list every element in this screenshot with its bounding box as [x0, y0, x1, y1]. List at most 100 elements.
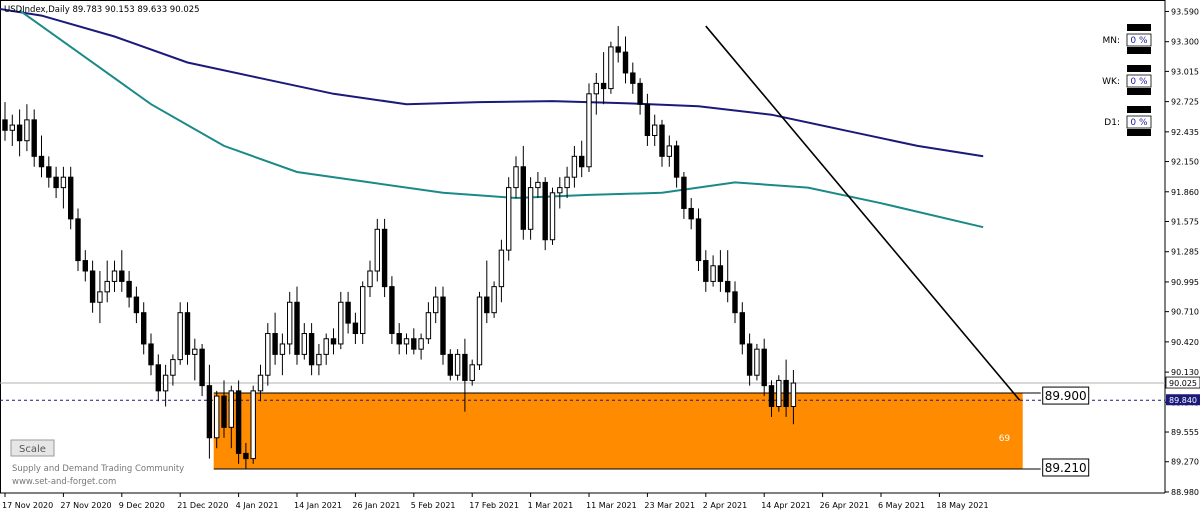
candle [199, 348, 205, 387]
y-tick-label: 93.590 [1171, 7, 1199, 16]
watermark-text: www.set-and-forget.com [12, 477, 116, 487]
candle [462, 353, 468, 381]
timeframe-box [1126, 115, 1152, 129]
candle [31, 119, 37, 157]
candle [89, 270, 96, 303]
timeframe-box [1126, 33, 1152, 47]
y-tick-label: 93.300 [1171, 38, 1199, 47]
candle [104, 280, 110, 293]
timeframe-bar-top [1127, 24, 1151, 31]
x-tick-label: 18 May 2021 [936, 501, 988, 510]
timeframe-value: 0 % [1130, 77, 1148, 87]
timeframe-box [1126, 74, 1152, 88]
candle [221, 395, 227, 428]
candle [783, 379, 789, 407]
candle [2, 119, 8, 131]
candle [177, 312, 183, 361]
current-price-label: 90.025 [1169, 379, 1197, 388]
moving-average-line-2 [19, 9, 984, 229]
candle [170, 359, 176, 376]
candle [557, 187, 563, 194]
price-label: 89.900 [1045, 389, 1087, 403]
x-tick-label: 9 Dec 2020 [119, 501, 165, 510]
x-tick-label: 5 Feb 2021 [411, 501, 456, 510]
y-tick-label: 91.285 [1171, 248, 1199, 257]
scale-button[interactable] [10, 439, 55, 457]
candle [24, 119, 30, 142]
candle [206, 385, 213, 439]
candle [498, 249, 505, 288]
y-tick-label: 91.860 [1171, 188, 1199, 197]
candle [535, 181, 541, 189]
dashed-level-tag [1166, 394, 1200, 406]
y-tick-label: 92.435 [1171, 128, 1199, 137]
timeframe-value: 0 % [1130, 36, 1148, 46]
candle [141, 312, 147, 345]
candle [739, 312, 745, 345]
candle [38, 155, 45, 168]
timeframe-label: MN: [1102, 36, 1120, 46]
candle [688, 207, 694, 220]
candle [520, 166, 526, 230]
supply-demand-zone [213, 392, 1023, 470]
candle [484, 296, 490, 314]
candle [162, 374, 169, 392]
candle [53, 176, 59, 189]
candle [16, 124, 23, 142]
candle [761, 348, 767, 387]
x-tick-label: 1 Mar 2021 [528, 501, 574, 510]
candle [257, 374, 264, 392]
x-tick-label: 6 May 2021 [878, 501, 925, 510]
candle [433, 296, 439, 314]
candle [68, 176, 74, 220]
price-axis-area [1165, 0, 1200, 515]
candle [673, 145, 680, 178]
candle [82, 260, 88, 272]
timeframe-label: WK: [1102, 77, 1120, 87]
candle [389, 286, 395, 335]
candle [710, 265, 716, 282]
candle [586, 93, 592, 168]
candle [250, 390, 256, 460]
candle [148, 343, 154, 366]
y-tick-label: 91.575 [1171, 217, 1199, 226]
candle [323, 338, 329, 355]
candle [381, 228, 388, 288]
candle [367, 270, 373, 288]
candle [279, 343, 286, 355]
x-tick-label: 23 Mar 2021 [644, 501, 695, 510]
candle [768, 385, 775, 407]
candle [425, 312, 432, 340]
x-tick-label: 11 Mar 2021 [586, 501, 637, 510]
candle [600, 82, 607, 90]
candle [352, 322, 359, 335]
candle [637, 82, 643, 105]
candle [287, 301, 293, 345]
timeframe-value: 0 % [1130, 118, 1148, 128]
y-tick-label: 88.980 [1171, 488, 1199, 497]
candle [235, 390, 242, 454]
candle [294, 301, 300, 355]
candle [615, 46, 621, 53]
timeframe-bar-bottom [1127, 47, 1151, 54]
candle [681, 176, 687, 209]
y-tick-label: 89.555 [1171, 428, 1199, 437]
candle [644, 103, 651, 136]
candle [411, 338, 417, 350]
candle [301, 333, 308, 355]
candle [316, 353, 322, 366]
candle [46, 166, 52, 178]
candle [593, 82, 599, 95]
candle [454, 353, 461, 376]
y-tick-label: 90.130 [1171, 368, 1199, 377]
candle [97, 291, 103, 303]
timeframe-bar-top [1127, 106, 1151, 113]
candle [214, 395, 220, 439]
candle [192, 348, 198, 355]
candle [790, 382, 797, 407]
candle [476, 296, 483, 366]
y-tick-label: 92.150 [1171, 158, 1199, 167]
candle [228, 390, 235, 428]
